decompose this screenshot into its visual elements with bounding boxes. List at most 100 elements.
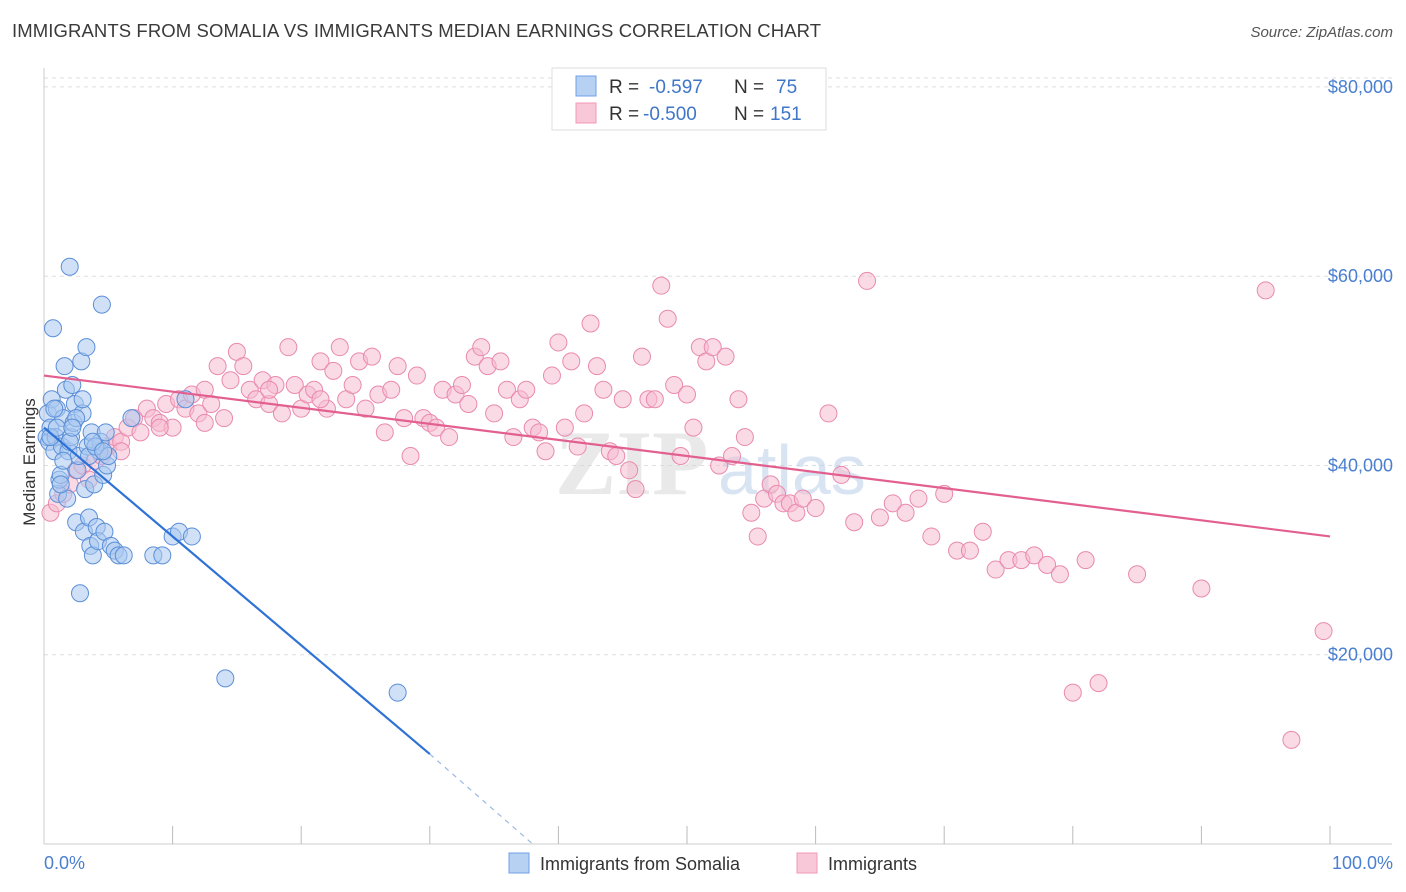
stats-legend-box [551,67,827,131]
legend-label-somalia: Immigrants from Somalia [540,854,741,874]
somalia-point [92,295,111,314]
immigrants-point [1256,281,1275,300]
immigrants-point [1050,565,1069,584]
immigrants-point [703,338,722,357]
somalia-point [388,683,407,702]
somalia-point [176,390,195,409]
immigrants-point [1128,565,1147,584]
immigrants-point [131,423,150,442]
immigrants-point [986,560,1005,579]
somalia-point [77,338,96,357]
immigrants-point [1282,730,1301,749]
y-tick-label: $80,000 [1328,77,1393,97]
chart-title: IMMIGRANTS FROM SOMALIA VS IMMIGRANTS ME… [12,20,822,41]
immigrants-point [909,489,928,508]
somalia-point [51,475,70,494]
immigrants-point [388,357,407,376]
immigrants-point [459,394,478,413]
immigrants-point [607,447,626,465]
immigrants-point [208,357,227,376]
somalia-point [73,390,92,409]
trend-line-immigrants [43,374,1331,538]
immigrants-point [594,380,613,399]
somalia-point [122,409,141,428]
series-legend: Immigrants from Somalia Immigrants [508,852,917,874]
immigrants-point [575,404,594,423]
y-tick-labels: $20,000 $40,000 $60,000 $80,000 [1328,77,1393,665]
immigrants-point [324,361,343,380]
immigrants-point [555,418,574,437]
somalia-point [63,418,82,437]
somalia-point [55,357,74,376]
immigrants-point [375,423,394,442]
immigrants-point [260,380,279,399]
immigrants-point [452,376,471,395]
somalia-point [182,527,201,546]
immigrants-point [620,461,639,480]
stats-r-value-pink: -0.500 [643,104,697,125]
immigrants-point [684,418,703,437]
immigrants-point [343,376,362,395]
trend-line-somalia [43,426,431,755]
immigrants-point [748,527,767,546]
x-tick-label-min: 0.0% [44,853,85,873]
somalia-point [153,546,172,565]
somalia-point [216,669,235,688]
immigrants-point [806,499,825,518]
immigrants-point [1025,546,1044,565]
immigrants-point [735,428,754,447]
stats-n-label-pink: N = [734,104,764,125]
somalia-point [94,442,113,461]
somalia-point [63,376,82,395]
immigrants-point [1089,674,1108,693]
immigrants-point [716,347,735,366]
immigrants-point [1314,622,1333,641]
y-axis-label: Median Earnings [20,398,39,526]
stats-legend-swatch-blue [575,75,597,97]
immigrants-point [401,447,420,465]
immigrants-point [504,428,523,447]
stats-legend: R = -0.597 N = 75 R = -0.500 N = 151 [551,67,827,131]
immigrants-point [279,338,298,357]
immigrants-point [440,428,459,447]
immigrants-point [922,527,941,546]
immigrants-point [632,347,651,366]
immigrants-point [870,508,889,527]
immigrants-point [587,357,606,376]
y-tick-label: $60,000 [1328,266,1393,286]
immigrants-point [311,390,330,409]
immigrants-point [665,376,684,395]
immigrants-point [485,404,504,423]
immigrants-point [272,404,291,423]
immigrants-point [626,480,645,499]
immigrants-point [729,390,748,409]
immigrants-point [407,366,426,385]
somalia-point [44,319,63,338]
immigrants-point [497,380,516,399]
immigrants-point [195,413,214,432]
immigrants-point [549,333,568,352]
stats-n-label-blue: N = [734,77,764,98]
immigrants-point [742,503,761,522]
y-tick-label: $20,000 [1328,645,1393,665]
immigrants-point [234,357,253,376]
legend-swatch-somalia [508,852,530,874]
immigrants-point [311,352,330,371]
x-tick-label-max: 100.0% [1332,853,1393,873]
immigrants-point [382,380,401,399]
stats-r-label-pink: R = [609,104,639,125]
immigrants-point [536,442,555,461]
somalia-point [114,546,133,565]
immigrants-point [221,371,240,390]
immigrants-point [1063,683,1082,702]
immigrants-point [491,352,510,371]
immigrants-point [362,347,381,366]
immigrants-point [883,494,902,513]
somalia-point [96,423,115,442]
immigrants-point [819,404,838,423]
x-ticks [172,826,1331,844]
stats-n-value-pink: 151 [770,104,802,125]
immigrants-point [517,380,536,399]
y-tick-label: $40,000 [1328,455,1393,475]
